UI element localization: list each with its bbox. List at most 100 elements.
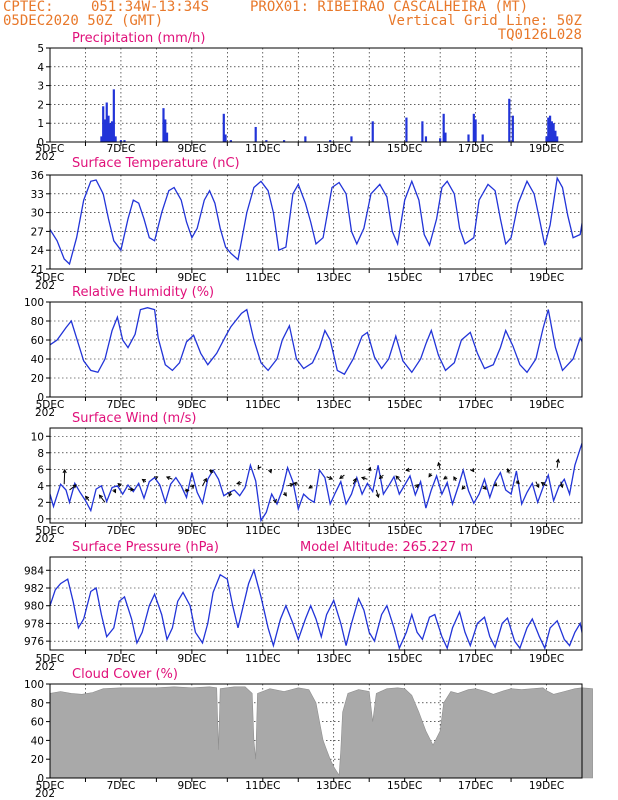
x-tick-label: 9DEC xyxy=(177,780,206,792)
wind-arrow-head xyxy=(535,483,540,489)
x-tick-label: 15DEC xyxy=(387,525,422,537)
x-tick-label: 17DEC xyxy=(458,399,493,411)
wind-arrow-head xyxy=(282,492,287,497)
y-tick-label: 978 xyxy=(24,618,44,630)
wind-arrow-head xyxy=(453,476,458,481)
x-tick-label: 5DEC xyxy=(36,780,65,792)
wind-arrow-head xyxy=(153,476,159,481)
wind-arrow-head xyxy=(165,476,171,481)
y-tick-label: 36 xyxy=(31,170,45,182)
precipitation-bar xyxy=(442,113,445,142)
cloud-cover-panel: Cloud Cover (%) 0 20 40 60 80 100 5DEC 7DEC 9DEC… xyxy=(24,667,593,800)
x-tick-label: 19DEC xyxy=(529,780,564,792)
y-tick-label: 20 xyxy=(31,754,44,766)
wind-arrow xyxy=(437,462,441,470)
precipitation-bar xyxy=(224,134,227,142)
wind-arrow-head xyxy=(482,485,487,490)
y-tick-label: 60 xyxy=(31,335,44,347)
x-tick-label: 9DEC xyxy=(177,143,206,155)
wind-panel: Surface Wind (m/s) 0 2 4 6 8 10 5DEC 7DEC 9DEC 11… xyxy=(31,411,583,545)
x-tick-label: 15DEC xyxy=(387,143,422,155)
precipitation-bar xyxy=(511,115,514,142)
precipitation-bar xyxy=(109,123,112,142)
wind-arrow-head xyxy=(378,474,384,480)
wind-series-line xyxy=(50,441,582,523)
year-label: 202 xyxy=(35,788,55,800)
cloud-cover-title: Cloud Cover (%) xyxy=(72,667,178,682)
precipitation-bar xyxy=(552,123,555,142)
precipitation-bar xyxy=(472,113,475,142)
wind-arrow-head xyxy=(506,468,511,473)
x-tick-label: 13DEC xyxy=(316,272,351,284)
wind-arrow-head xyxy=(443,475,448,480)
x-tick-label: 17DEC xyxy=(458,272,493,284)
header: CPTEC: 051:34W-13:34S PROX01: RIBEIRAO C… xyxy=(3,0,582,43)
wind-arrow-head xyxy=(185,488,190,493)
x-tick-label: 17DEC xyxy=(458,143,493,155)
x-tick-label: 5DEC xyxy=(36,525,65,537)
x-tick-label: 17DEC xyxy=(458,653,493,665)
precipitation-bar xyxy=(164,119,167,142)
y-tick-label: 60 xyxy=(31,717,44,729)
x-tick-label: 5DEC xyxy=(36,653,65,665)
y-tick-label: 5 xyxy=(37,43,44,55)
precipitation-bar xyxy=(112,89,115,142)
precipitation-bar xyxy=(467,134,470,142)
wind-arrow-head xyxy=(405,467,410,472)
x-tick-label: 5DEC xyxy=(36,272,65,284)
y-tick-label: 980 xyxy=(24,601,44,613)
precipitation-bar xyxy=(110,121,114,142)
wind-arrow-head xyxy=(540,481,546,486)
y-tick-label: 4 xyxy=(37,62,44,74)
x-tick-label: 7DEC xyxy=(107,399,136,411)
wind-arrow-head xyxy=(117,482,122,488)
y-tick-label: 33 xyxy=(31,189,44,201)
wind-arrow-head xyxy=(328,475,334,480)
x-tick-label: 7DEC xyxy=(107,143,136,155)
precipitation-title: Precipitation (mm/h) xyxy=(72,31,205,46)
wind-arrow-head xyxy=(375,493,380,499)
pressure-panel: Surface Pressure (hPa) Model Altitude: 2… xyxy=(24,540,583,673)
precipitation-bar xyxy=(107,115,110,142)
x-tick-label: 15DEC xyxy=(387,780,422,792)
precipitation-bar xyxy=(481,134,484,142)
humidity-title: Relative Humidity (%) xyxy=(72,285,214,300)
precipitation-bar xyxy=(556,136,559,142)
x-tick-label: 11DEC xyxy=(245,399,280,411)
y-tick-label: 2 xyxy=(37,99,44,111)
wind-arrow-head xyxy=(461,485,466,490)
x-tick-label: 13DEC xyxy=(316,525,351,537)
x-tick-label: 13DEC xyxy=(316,143,351,155)
y-tick-label: 24 xyxy=(31,245,45,257)
wind-arrow-head xyxy=(98,494,103,499)
wind-arrow-head xyxy=(257,464,262,470)
year-label: 202 xyxy=(35,533,55,545)
x-tick-label: 9DEC xyxy=(177,525,206,537)
precipitation-bar xyxy=(114,136,117,142)
wind-arrow-head xyxy=(437,461,442,467)
precipitation-bar xyxy=(371,121,374,142)
precipitation-bar xyxy=(254,126,257,142)
year-label: 202 xyxy=(35,407,55,419)
precipitation-bar xyxy=(444,132,447,142)
x-tick-label: 11DEC xyxy=(245,272,280,284)
precipitation-bar xyxy=(405,117,408,142)
humidity-panel: Relative Humidity (%) 0 20 40 60 80 100 5DEC 7D… xyxy=(24,285,583,419)
wind-arrow xyxy=(556,459,559,468)
x-tick-label: 5DEC xyxy=(36,399,65,411)
header-coordinates: 051:34W-13:34S xyxy=(91,0,209,15)
y-tick-label: 40 xyxy=(31,735,44,747)
precipitation-bar xyxy=(105,102,108,142)
precipitation-bar xyxy=(162,108,165,142)
wind-arrow-head xyxy=(228,492,233,497)
precipitation-bar xyxy=(282,140,286,142)
y-tick-label: 100 xyxy=(24,679,44,691)
pressure-title: Surface Pressure (hPa) xyxy=(72,540,219,555)
precipitation-bar xyxy=(229,140,232,142)
temperature-title: Surface Temperature (nC) xyxy=(72,156,240,171)
precipitation-bar xyxy=(350,136,353,142)
wind-arrow xyxy=(69,484,77,491)
x-tick-label: 15DEC xyxy=(387,653,422,665)
y-tick-label: 0 xyxy=(37,514,44,526)
